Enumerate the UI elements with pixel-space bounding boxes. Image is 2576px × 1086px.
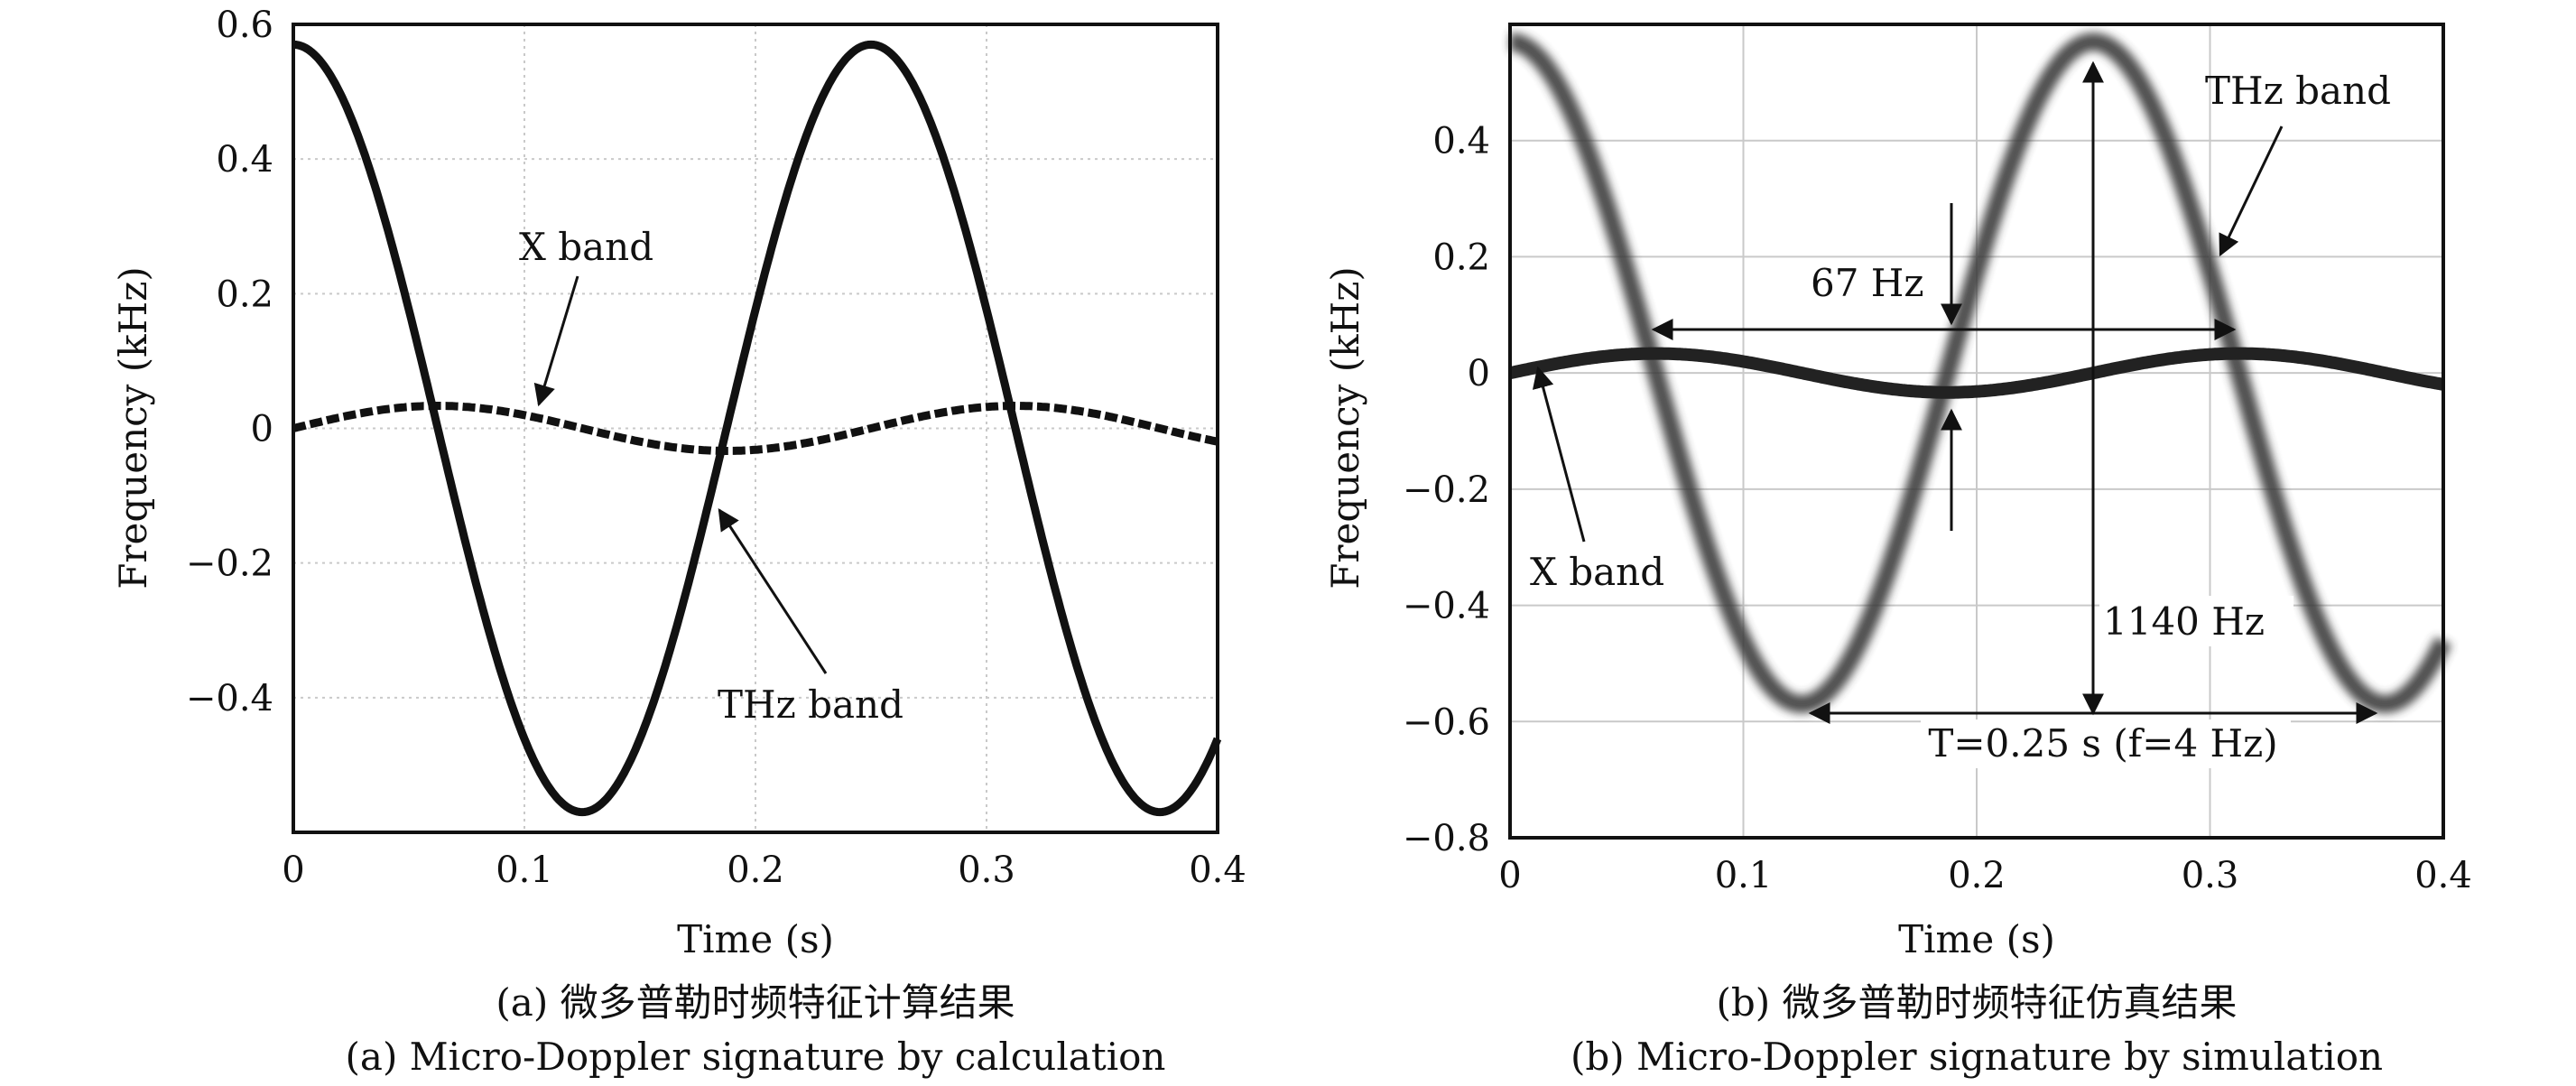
panel-a-thzband-label: THz band <box>718 682 903 727</box>
y-tick-label: −0.4 <box>1403 586 1490 627</box>
y-tick-label: 0.2 <box>216 274 273 315</box>
panel-a-xband-arrow <box>533 275 579 407</box>
y-tick-label: 0.6 <box>216 5 273 46</box>
panel-a-ylabel: Frequency (kHz) <box>111 266 155 589</box>
y-tick-label: −0.4 <box>186 678 273 719</box>
panel-a-caption-en: (a) Micro-Doppler signature by calculati… <box>346 1035 1166 1079</box>
y-tick-label: 0 <box>251 409 273 450</box>
panel-a-tick-labels: 0 0.1 0.2 0.3 0.4 −0.4 −0.2 0 0.2 0.4 0.6 <box>186 5 1246 891</box>
x-tick-label: 0.1 <box>496 849 553 891</box>
x-tick-label: 0 <box>282 849 304 891</box>
x-tick-label: 0.3 <box>958 849 1015 891</box>
y-tick-label: 0.2 <box>1432 237 1490 278</box>
panel-b-thz-band-line <box>1503 32 2451 713</box>
panel-a-xband-label: X band <box>519 225 653 269</box>
panel-b-caption-cn: (b) 微多普勒时频特征仿真结果 <box>1716 980 2237 1025</box>
panel-b-period-bg <box>1921 719 2291 768</box>
panel-a-calculation: 0 0.1 0.2 0.3 0.4 −0.4 −0.2 0 0.2 0.4 0.6 Time (s)… <box>111 5 1246 1079</box>
x-tick-label: 0.4 <box>1189 849 1246 891</box>
x-tick-label: 0.2 <box>727 849 784 891</box>
panel-b-x-band-line <box>1506 347 2448 399</box>
x-tick-label: 0.2 <box>1948 855 2006 896</box>
panel-a-xlabel: Time (s) <box>677 917 834 961</box>
y-tick-label: 0 <box>1468 353 1490 394</box>
panel-b-thzband-arrow <box>2219 125 2284 257</box>
y-tick-label: −0.2 <box>186 543 273 585</box>
x-tick-label: 0.3 <box>2182 855 2239 896</box>
panel-b-tick-labels: 0 0.1 0.2 0.3 0.4 −0.8 −0.6 −0.4 −0.2 0 0.2 0.4 <box>1403 121 2472 896</box>
panel-b-xband-arrow <box>1532 366 1586 543</box>
y-tick-label: −0.6 <box>1403 701 1490 743</box>
panel-b-xlabel: Time (s) <box>1898 917 2055 961</box>
panel-b-curves <box>1503 32 2451 713</box>
panel-b-67hz-label: 67 Hz <box>1811 261 1924 305</box>
panel-a-x-band-line <box>292 402 1219 455</box>
panel-a-caption-cn: (a) 微多普勒时频特征计算结果 <box>496 980 1015 1025</box>
panel-b-simulation: 0 0.1 0.2 0.3 0.4 −0.8 −0.6 −0.4 −0.2 0 0.2 0.4 Tim… <box>1323 23 2472 1079</box>
panel-b-period-label: T=0.25 s (f=4 Hz) <box>1928 721 2277 766</box>
panel-a-thzband-arrow <box>718 507 828 674</box>
panel-b-ylabel: Frequency (kHz) <box>1323 266 1367 589</box>
panel-b-xband-label: X band <box>1530 550 1664 594</box>
panel-b-thzband-label: THz band <box>2205 69 2391 113</box>
panel-a-plot-frame <box>292 23 1219 834</box>
x-tick-label: 0.1 <box>1715 855 1773 896</box>
x-tick-label: 0 <box>1498 855 1521 896</box>
panel-b-1140hz-label: 1140 Hz <box>2103 599 2265 644</box>
panel-b-caption-en: (b) Micro-Doppler signature by simulatio… <box>1571 1035 2383 1079</box>
x-tick-label: 0.4 <box>2414 855 2472 896</box>
panel-a-thz-band-line <box>292 40 1222 817</box>
panel-b-1140-bg <box>2099 596 2293 646</box>
y-tick-label: −0.8 <box>1403 818 1490 859</box>
y-tick-label: −0.2 <box>1403 469 1490 511</box>
y-tick-label: 0.4 <box>216 139 273 181</box>
y-tick-label: 0.4 <box>1432 121 1490 162</box>
panel-a-curves <box>292 40 1222 817</box>
panel-b-plot-frame <box>1508 23 2445 840</box>
